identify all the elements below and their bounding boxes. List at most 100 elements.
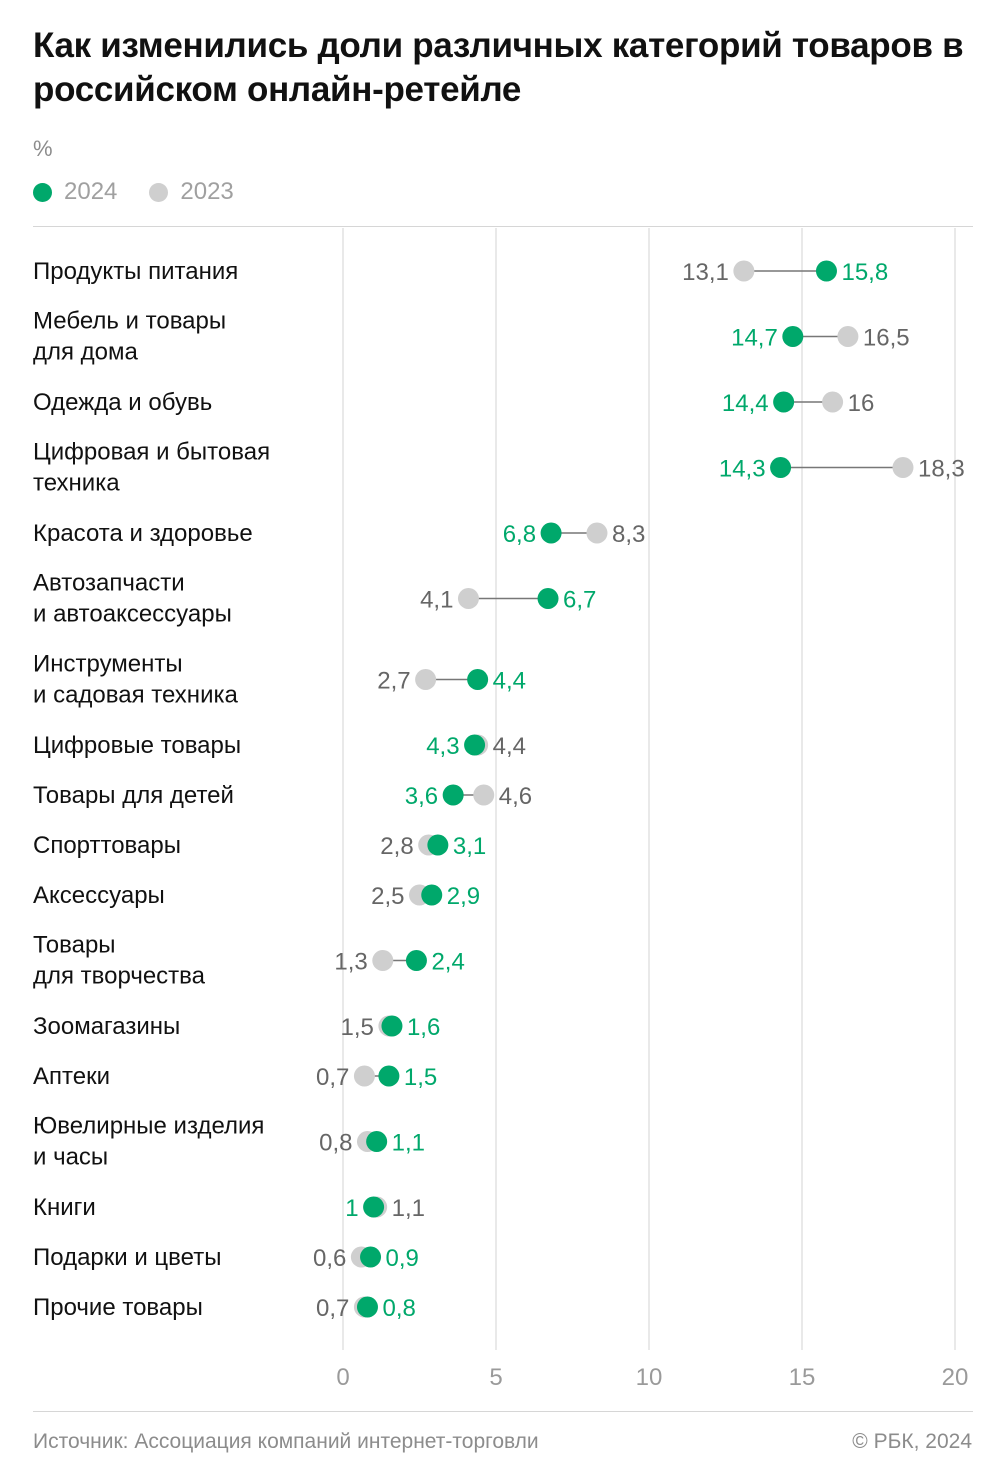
category-label-line: техника — [33, 470, 120, 497]
category-label-line: Товары для детей — [33, 782, 234, 809]
value-label-2024: 1,5 — [404, 1064, 437, 1091]
category-label-line: и садовая техника — [33, 682, 238, 709]
point-2024 — [770, 457, 792, 478]
category-label: Мебель и товары для дома — [33, 308, 226, 366]
value-label-2023: 0,7 — [316, 1295, 349, 1322]
value-label-2024: 2,9 — [447, 883, 480, 910]
category-label: Ювелирные изделия и часы — [33, 1113, 264, 1171]
category-label-line: Подарки и цветы — [33, 1244, 221, 1271]
category-label-line: Инструменты — [33, 651, 183, 678]
category-label-line: Цифровые товары — [33, 732, 241, 759]
source-note: Источник: Ассоциация компаний интернет-т… — [33, 1430, 539, 1453]
point-2023 — [822, 391, 844, 413]
point-2024 — [464, 734, 486, 756]
category-label: Подарки и цветы — [33, 1244, 221, 1271]
value-label-2023: 2,8 — [380, 833, 413, 860]
value-label-2023: 4,1 — [420, 587, 453, 614]
category-label-line: Спорттовары — [33, 832, 181, 859]
value-label-2024: 1,6 — [407, 1014, 440, 1041]
point-2024 — [442, 784, 464, 806]
point-2023 — [353, 1065, 375, 1087]
point-2023 — [457, 588, 479, 609]
category-label: Прочие товары — [33, 1294, 203, 1321]
category-label: Аксессуары — [33, 882, 165, 909]
value-label-2023: 1,1 — [392, 1195, 425, 1222]
value-label-2024: 14,4 — [722, 390, 769, 417]
value-label-2024: 14,7 — [731, 325, 778, 352]
category-label: Аптеки — [33, 1063, 110, 1090]
category-label-line: Ювелирные изделия — [33, 1113, 264, 1140]
legend-swatch-2023 — [149, 182, 169, 202]
value-label-2023: 1,3 — [334, 949, 367, 976]
legend-item-2023: 2023 — [149, 178, 234, 206]
value-label-2024: 1,1 — [392, 1130, 425, 1157]
value-label-2023: 2,7 — [377, 668, 410, 695]
value-label-2023: 0,7 — [316, 1064, 349, 1091]
category-label-line: Книги — [33, 1194, 96, 1221]
category-label-line: Красота и здоровье — [33, 520, 253, 547]
category-label: Автозапчасти и автоаксессуары — [33, 570, 232, 628]
value-label-2024: 2,4 — [431, 949, 464, 976]
point-2024 — [356, 1296, 378, 1318]
legend-swatch-2024 — [33, 182, 52, 202]
value-label-2023: 1,5 — [341, 1014, 374, 1041]
x-tick-label: 0 — [336, 1364, 349, 1391]
value-label-2024: 6,8 — [503, 521, 536, 548]
point-2024 — [366, 1131, 388, 1152]
point-2023 — [733, 260, 755, 282]
category-label-line: Автозапчасти — [33, 570, 185, 597]
point-2024 — [467, 669, 489, 690]
category-label-line: Цифровая и бытовая — [33, 439, 270, 466]
point-2024 — [378, 1065, 400, 1087]
point-2023 — [892, 457, 914, 478]
category-label: Одежда и обувь — [33, 389, 212, 416]
copyright-note: © РБК, 2024 — [852, 1430, 972, 1453]
value-label-2024: 6,7 — [563, 587, 596, 614]
legend: 2024 2023 — [33, 176, 266, 208]
legend-label-2024: 2024 — [64, 178, 118, 205]
category-label: Инструменты и садовая техника — [33, 651, 238, 709]
value-label-2023: 0,8 — [319, 1130, 352, 1157]
category-label: Цифровая и бытовая техника — [33, 439, 270, 497]
point-2024 — [537, 588, 559, 609]
point-2024 — [427, 834, 449, 856]
point-2024 — [360, 1246, 382, 1268]
point-2024 — [381, 1015, 403, 1037]
value-label-2024: 0,9 — [386, 1245, 419, 1272]
legend-item-2024: 2024 — [33, 178, 117, 206]
x-tick-label: 15 — [789, 1364, 816, 1391]
chart-area: 0 5 10 15 20 Продукты питания 15,8 13,1 Мебель и… — [33, 226, 973, 1391]
point-2023 — [473, 784, 495, 806]
point-2024 — [782, 326, 804, 347]
category-label-line: Товары — [33, 932, 116, 959]
value-label-2024: 3,6 — [405, 783, 438, 810]
point-2023 — [586, 522, 608, 544]
value-label-2023: 0,6 — [313, 1245, 346, 1272]
value-label-2023: 8,3 — [612, 521, 645, 548]
category-label-line: Аптеки — [33, 1063, 110, 1090]
category-label: Книги — [33, 1194, 96, 1221]
legend-label-2023: 2023 — [180, 178, 234, 205]
point-2024 — [363, 1196, 385, 1218]
unit-label: % — [33, 136, 53, 161]
value-label-2024: 0,8 — [382, 1295, 415, 1322]
x-tick-label: 5 — [489, 1364, 502, 1391]
value-label-2023: 4,6 — [499, 783, 532, 810]
point-2023 — [415, 669, 437, 690]
value-label-2023: 2,5 — [371, 883, 404, 910]
category-label-line: и автоаксессуары — [33, 601, 232, 628]
point-2024 — [405, 950, 427, 971]
chart-title: Как изменились доли различных категорий … — [33, 26, 964, 109]
category-label: Цифровые товары — [33, 732, 241, 759]
category-label: Товары для детей — [33, 782, 234, 809]
category-label-line: для дома — [33, 339, 139, 366]
footer-divider — [33, 1411, 973, 1412]
category-label-line: и часы — [33, 1144, 108, 1171]
point-2024 — [540, 522, 562, 544]
value-label-2023: 18,3 — [918, 456, 965, 483]
category-label-line: Зоомагазины — [33, 1013, 180, 1040]
x-tick-label: 20 — [942, 1364, 969, 1391]
category-label-line: Продукты питания — [33, 258, 238, 285]
point-2023 — [837, 326, 859, 347]
